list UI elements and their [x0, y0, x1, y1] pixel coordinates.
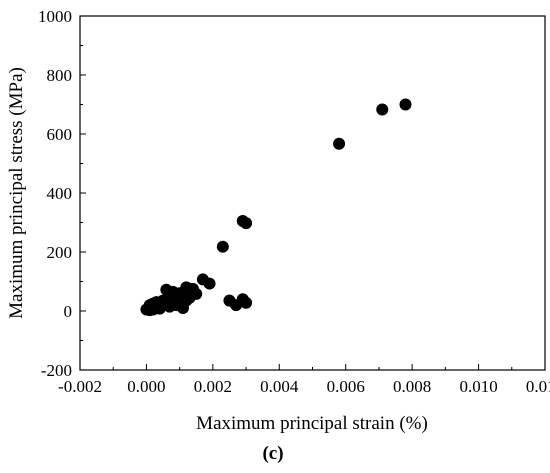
x-tick-label: 0.006	[327, 377, 365, 396]
x-tick-label: 0.010	[459, 377, 497, 396]
x-tick-label: 0.004	[260, 377, 299, 396]
data-point	[240, 296, 253, 309]
data-point	[240, 217, 253, 230]
y-axis: -200 0 200 400 600 800 1000	[38, 7, 86, 380]
x-tick-label: 0.008	[393, 377, 431, 396]
figure-caption: (c)	[262, 443, 283, 464]
y-tick-label: 0	[64, 302, 73, 321]
x-axis-title: Maximum principal strain (%)	[196, 413, 428, 434]
data-point	[180, 294, 193, 307]
y-tick-label: 400	[47, 184, 73, 203]
x-axis: -0.002 0.000 0.002 0.004 0.006 0.008 0.010 0.01…	[58, 364, 550, 396]
data-point	[143, 304, 156, 317]
plot-area	[79, 15, 546, 371]
data-point	[376, 103, 389, 116]
x-tick-label: 0.012	[526, 377, 550, 396]
y-tick-label: 1000	[38, 7, 72, 26]
y-tick-label: 800	[47, 66, 73, 85]
data-points	[140, 98, 412, 317]
plot-border	[79, 15, 546, 371]
y-tick-label: 200	[47, 243, 73, 262]
y-axis-title: Maximum principal stress (MPa)	[6, 67, 27, 319]
data-point	[333, 137, 346, 150]
x-tick-label: 0.002	[194, 377, 232, 396]
data-point	[170, 299, 183, 312]
x-tick-label: 0.000	[127, 377, 165, 396]
x-tick-label: -0.002	[58, 377, 102, 396]
data-point	[399, 98, 412, 111]
data-point	[203, 277, 216, 290]
data-point	[216, 240, 229, 253]
y-tick-label: -200	[41, 361, 72, 380]
y-tick-label: 600	[47, 125, 73, 144]
